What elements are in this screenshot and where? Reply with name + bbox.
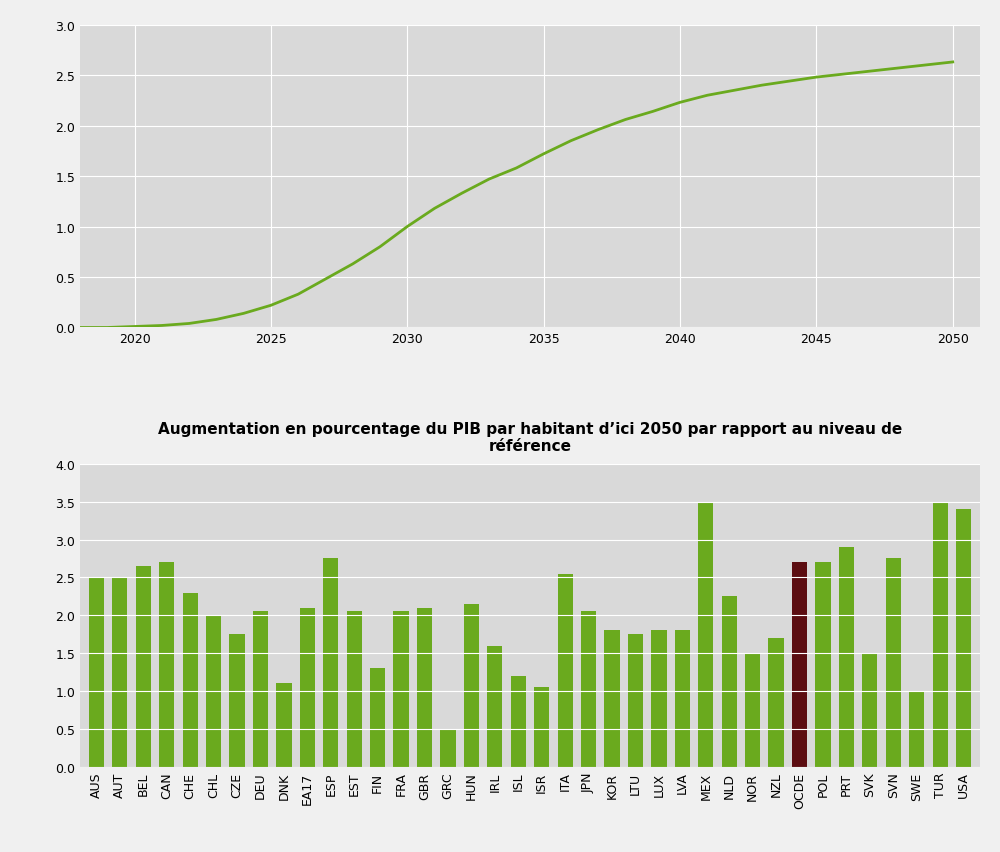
Bar xyxy=(300,608,315,767)
Bar xyxy=(909,691,924,767)
Bar xyxy=(768,638,784,767)
Bar xyxy=(581,612,596,767)
Bar xyxy=(229,635,245,767)
Bar xyxy=(745,653,760,767)
Bar xyxy=(417,608,432,767)
Bar xyxy=(933,502,948,767)
Bar xyxy=(440,729,456,767)
Bar xyxy=(464,604,479,767)
Bar xyxy=(370,669,385,767)
Bar xyxy=(112,578,127,767)
Bar xyxy=(253,612,268,767)
Bar xyxy=(276,683,292,767)
Bar xyxy=(206,615,221,767)
Bar xyxy=(487,646,502,767)
Bar xyxy=(722,596,737,767)
Bar xyxy=(604,630,620,767)
Bar xyxy=(862,653,877,767)
Bar xyxy=(839,548,854,767)
Bar xyxy=(675,630,690,767)
Bar xyxy=(511,676,526,767)
Bar xyxy=(886,559,901,767)
Bar xyxy=(956,509,971,767)
Bar xyxy=(89,578,104,767)
Title: Augmentation en pourcentage du PIB par habitant d’ici 2050 par rapport au niveau: Augmentation en pourcentage du PIB par h… xyxy=(158,421,902,453)
Bar xyxy=(159,562,174,767)
Bar xyxy=(815,562,831,767)
Bar xyxy=(651,630,667,767)
Bar xyxy=(183,593,198,767)
Bar xyxy=(347,612,362,767)
Bar xyxy=(792,562,807,767)
Bar xyxy=(558,574,573,767)
Bar xyxy=(393,612,409,767)
Bar xyxy=(698,502,713,767)
Bar xyxy=(534,688,549,767)
Bar xyxy=(628,635,643,767)
Bar xyxy=(136,567,151,767)
Bar xyxy=(323,559,338,767)
